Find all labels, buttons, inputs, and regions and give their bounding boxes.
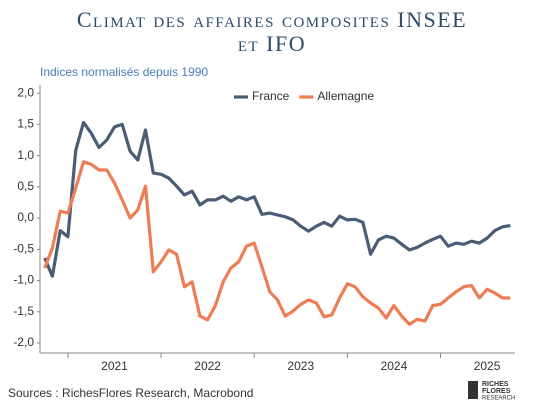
y-tick-label: -0,5	[13, 241, 34, 255]
x-tick-label: 2025	[474, 359, 501, 373]
y-tick-label: -1,0	[13, 273, 34, 287]
logo-text: RICHES	[482, 381, 509, 388]
x-tick-label: 2021	[101, 359, 128, 373]
chart-title: Climat des affaires composites INSEE et I…	[77, 7, 467, 56]
x-tick-label: 2022	[194, 359, 221, 373]
x-tick-label: 2024	[381, 359, 408, 373]
legend-label: Allemagne	[317, 89, 374, 103]
line-series	[43, 160, 511, 326]
y-tick-label: 0,5	[17, 179, 34, 193]
y-tick-label: -2,0	[13, 335, 34, 349]
x-tick-label: 2023	[287, 359, 314, 373]
title-line: et IFO	[238, 31, 306, 56]
y-tick-label: 1,5	[17, 117, 34, 131]
source: Sources : RichesFlores Research, Macrobo…	[8, 386, 253, 400]
logo-icon	[468, 381, 478, 399]
line-series	[43, 120, 511, 278]
y-tick-label: -1,5	[13, 304, 34, 318]
legend-label: France	[252, 89, 290, 103]
logo-text: RESEARCH	[482, 396, 515, 402]
logo-text: FLORES	[482, 388, 511, 395]
y-tick-label: 0,0	[17, 210, 34, 224]
logo: RICHES FLORES RESEARCH	[468, 381, 515, 402]
chart-subtitle: Indices normalisés depuis 1990	[40, 65, 208, 79]
title-line: Climat des affaires composites INSEE	[77, 7, 467, 32]
y-tick-label: 1,0	[17, 148, 34, 162]
y-tick-label: 2,0	[17, 85, 34, 99]
